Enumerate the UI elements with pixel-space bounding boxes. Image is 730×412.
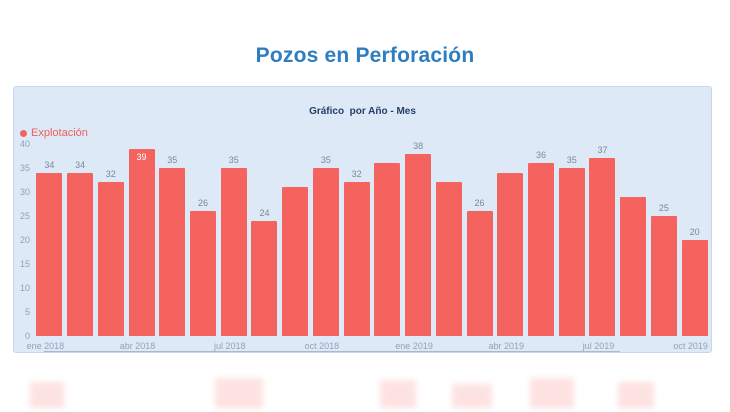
bar-value-label: 32: [351, 169, 362, 180]
y-tick-label: 40: [19, 139, 30, 149]
y-tick-label: 20: [19, 235, 30, 245]
bar-abr-2018[interactable]: [128, 148, 155, 336]
legend-dot-icon: [20, 129, 27, 137]
bar-value-label: 35: [566, 155, 577, 165]
bar-oct-2019[interactable]: [681, 240, 708, 336]
bar-ago-2019[interactable]: [620, 196, 647, 336]
bar-value-label: 39: [136, 151, 147, 162]
bar-mar-2019[interactable]: [466, 211, 493, 336]
bar-value-label: 34: [44, 159, 55, 170]
y-axis: 0 5 10 15 20 25 30 35 40: [14, 139, 30, 341]
bar-may-2019[interactable]: [528, 163, 554, 336]
bar-abr-2019[interactable]: [497, 172, 524, 336]
bar-value-label: 26: [474, 198, 485, 209]
bar-feb-2018[interactable]: [67, 172, 94, 336]
plot-area: 34 34 32 39 35 26 35 24 35 32 38 26 36 35 37 25 20: [34, 140, 710, 336]
bar-value-label: 35: [167, 155, 178, 165]
bar-sep-2018[interactable]: [282, 187, 309, 336]
bar-mar-2018[interactable]: [97, 182, 124, 336]
page-title: Pozos en Perforación: [255, 44, 475, 67]
bar-jun-2019[interactable]: [558, 168, 585, 336]
bar-may-2018[interactable]: [159, 168, 186, 336]
bar-value-label: 26: [197, 198, 208, 209]
bar-value-label: 38: [413, 140, 424, 151]
bar-jul-2018[interactable]: [220, 168, 247, 336]
bar-dic-2018[interactable]: [374, 163, 401, 336]
bar-value-label: 20: [689, 227, 700, 237]
x-tick-label: abr 2019: [488, 341, 525, 351]
x-tick-label: jul 2018: [213, 341, 246, 351]
bar-value-label: 36: [535, 150, 546, 161]
y-tick-label: 35: [19, 163, 30, 173]
bar-feb-2019[interactable]: [435, 182, 462, 336]
y-tick-label: 0: [24, 331, 30, 341]
x-tick-label: oct 2018: [304, 341, 340, 351]
y-tick-label: 10: [19, 283, 30, 293]
y-tick-label: 25: [19, 211, 30, 221]
bar-jun-2018[interactable]: [190, 211, 216, 336]
bar-ene-2019[interactable]: [405, 153, 432, 336]
legend-item-explotacion[interactable]: Explotación: [20, 126, 88, 140]
legend-label: Explotación: [31, 127, 88, 139]
bar-value-label: 25: [658, 203, 669, 213]
bar-value-label: 24: [259, 207, 270, 218]
bar-jul-2019[interactable]: [589, 158, 616, 336]
bar-ene-2018[interactable]: [36, 172, 63, 336]
x-tick-label: ene 2018: [26, 341, 65, 351]
chart-title: Gráfico por Año - Mes: [309, 106, 416, 117]
chart-panel: Gráfico por Año - Mes Explotación 0 5 10 15…: [13, 86, 712, 353]
x-scrollbar[interactable]: [44, 351, 620, 352]
reflection-artifact: [0, 368, 730, 412]
x-tick-label: ene 2019: [395, 341, 433, 351]
y-tick-label: 15: [19, 259, 30, 269]
x-tick-label: oct 2019: [673, 341, 708, 351]
x-tick-label: jul 2019: [582, 341, 615, 351]
bar-ago-2018[interactable]: [251, 220, 278, 336]
bar-oct-2018[interactable]: [312, 168, 339, 336]
bar-sep-2019[interactable]: [650, 216, 677, 336]
x-axis: ene 2018 abr 2018 jul 2018 oct 2018 ene 2019…: [27, 341, 710, 353]
y-tick-label: 5: [24, 307, 30, 317]
bar-value-label: 35: [228, 155, 239, 165]
bar-nov-2018[interactable]: [343, 182, 370, 336]
bar-value-label: 32: [105, 169, 116, 180]
bar-value-label: 35: [320, 155, 331, 165]
y-tick-label: 30: [19, 187, 30, 197]
bar-value-label: 37: [597, 145, 608, 156]
x-tick-label: abr 2018: [119, 341, 156, 351]
bar-value-label: 34: [75, 159, 86, 170]
